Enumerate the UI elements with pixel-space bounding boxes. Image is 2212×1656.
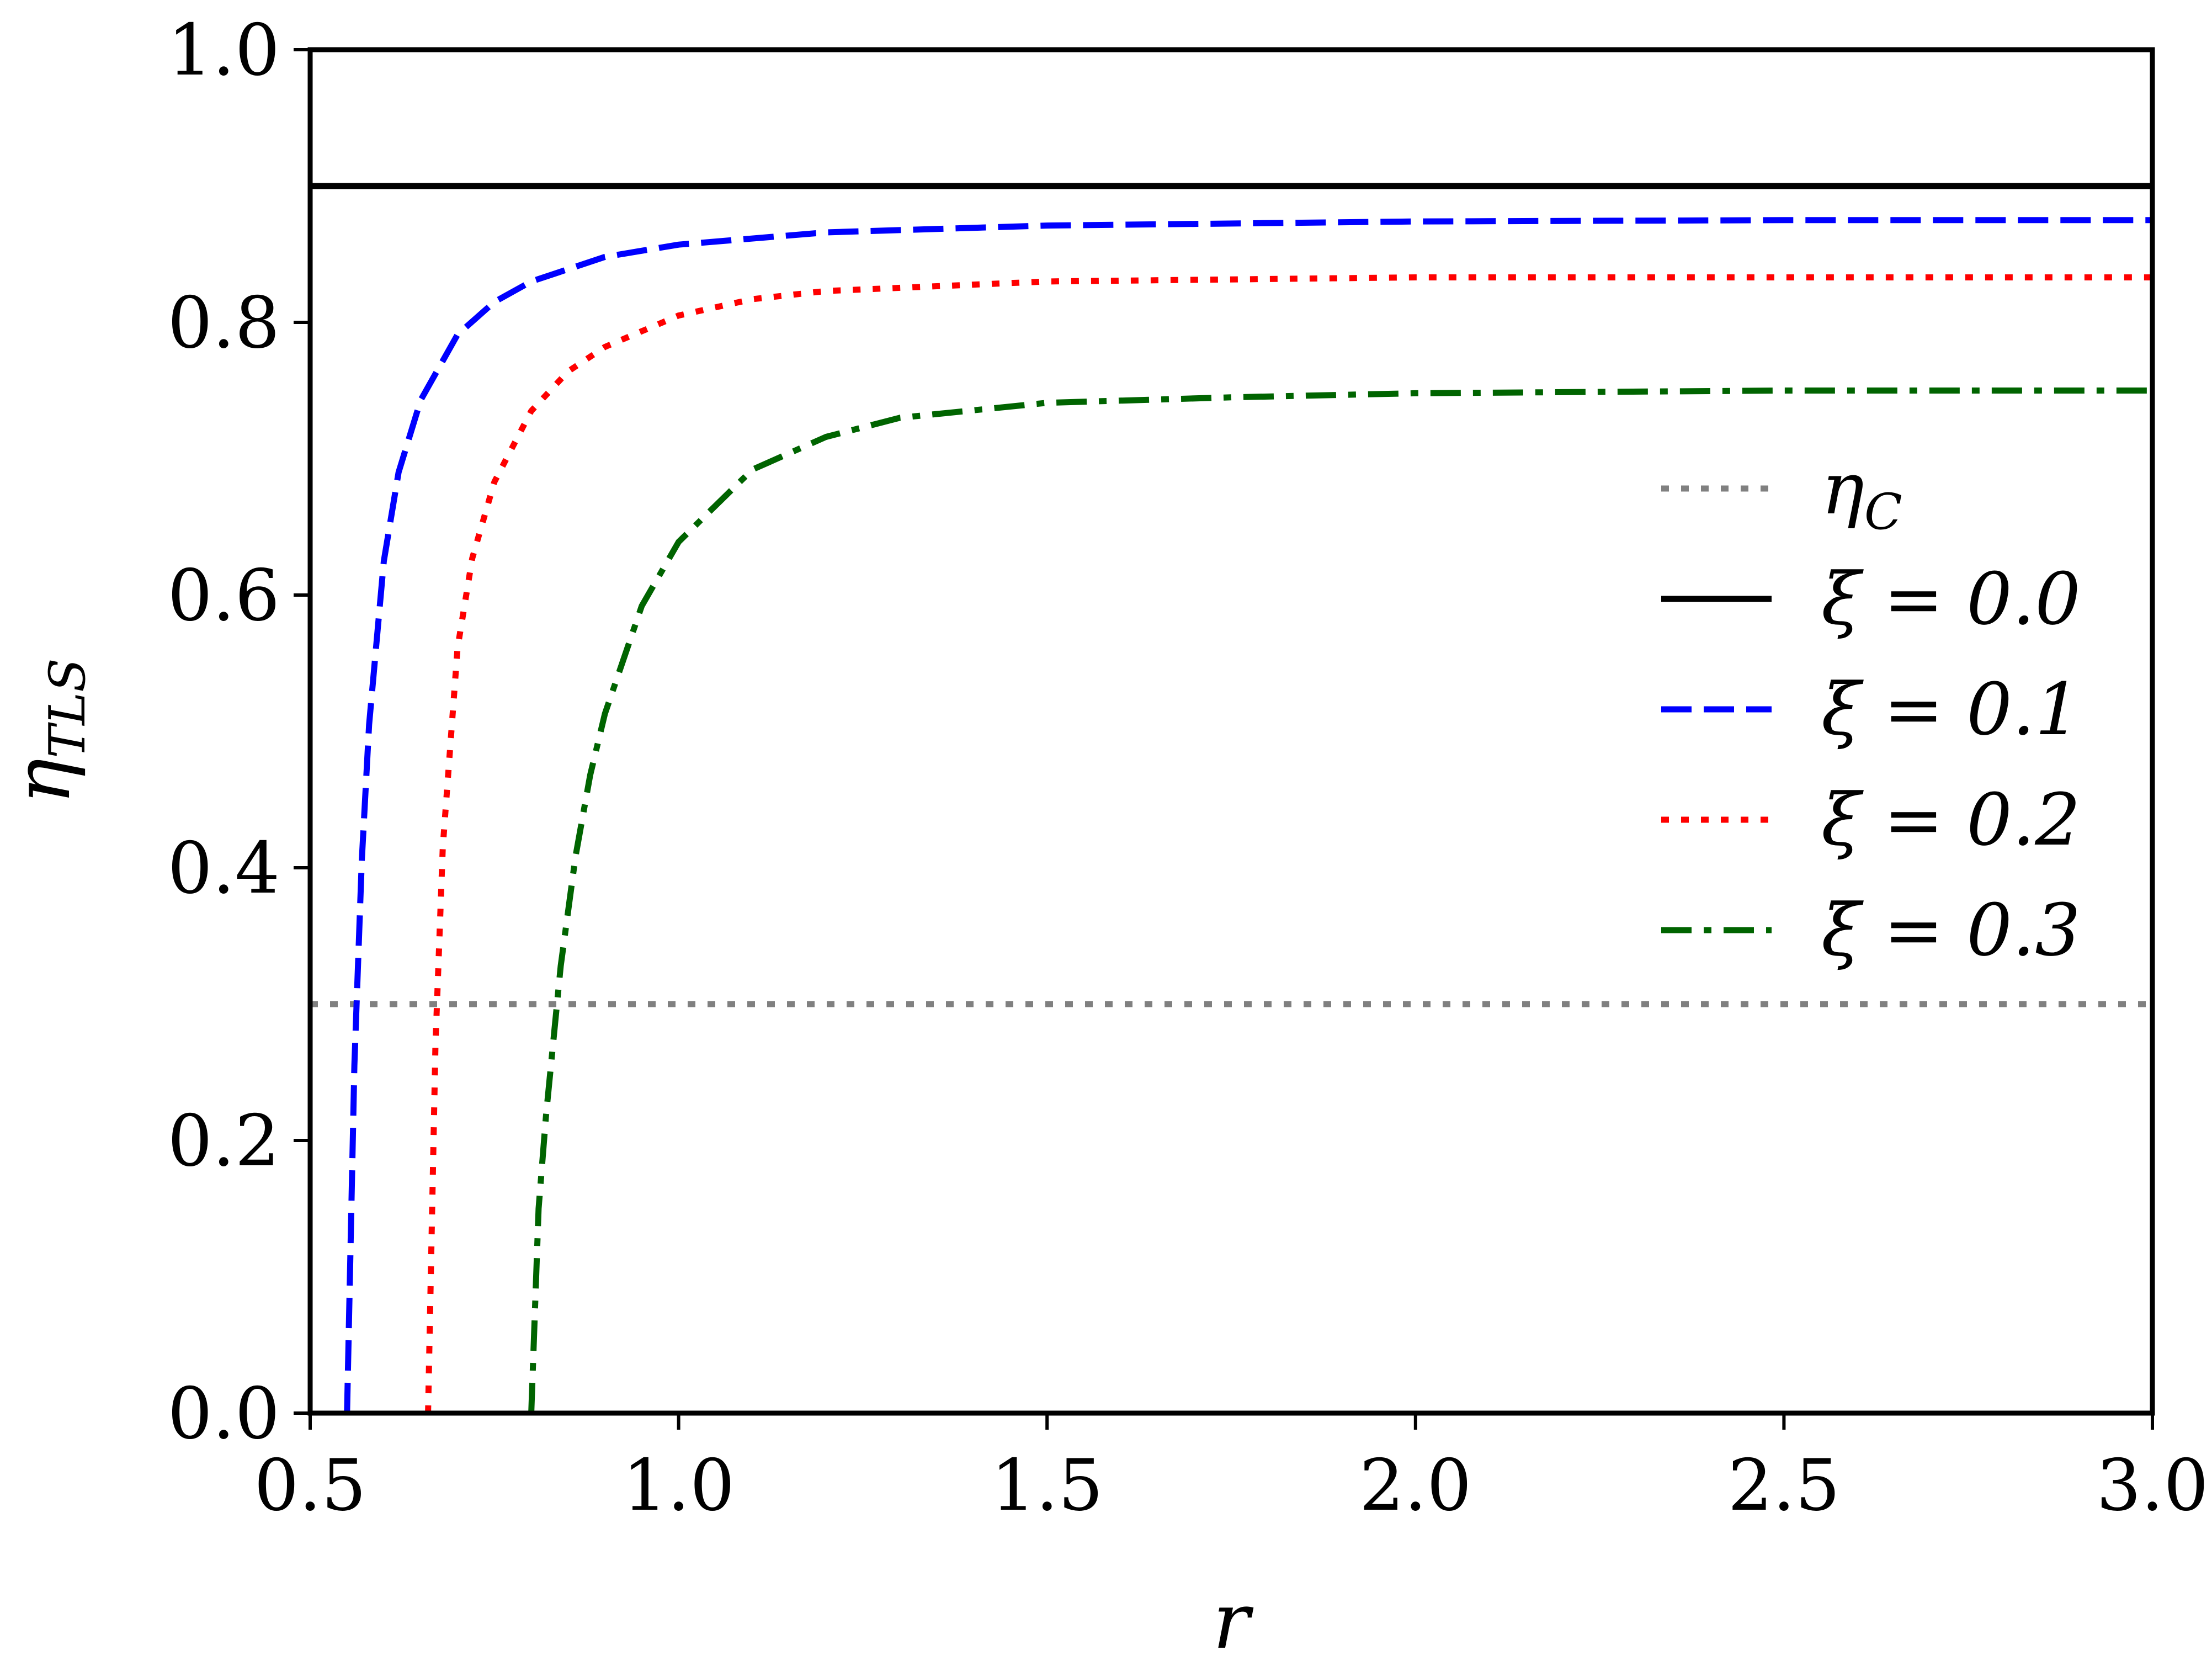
y-tick-label: 0.8	[167, 282, 280, 364]
y-axis-label: ηTLS	[0, 658, 97, 804]
y-tick-label: 0.0	[167, 1373, 280, 1455]
series-line-2	[344, 217, 2152, 1413]
y-tick-label: 0.6	[167, 555, 280, 637]
x-axis-label: r	[1213, 1577, 1254, 1656]
y-tick-label: 1.0	[167, 9, 280, 92]
legend-label-1: ξ = 0.0	[1821, 557, 2081, 641]
x-tick-label: 1.0	[623, 1445, 735, 1527]
plot-frame	[307, 47, 2155, 1416]
series-layer	[310, 183, 2152, 1413]
legend-label-2: ξ = 0.1	[1821, 667, 2081, 751]
x-tick-label: 2.0	[1359, 1445, 1472, 1527]
legend: ηC ξ = 0.0 ξ = 0.1 ξ = 0.2 ξ = 0.3	[1661, 447, 2081, 972]
x-tick-label: 3.0	[2096, 1445, 2209, 1527]
y-axis-ticks: 0.0 0.2 0.4 0.6 0.8 1.0	[167, 9, 310, 1455]
legend-label-3: ξ = 0.2	[1821, 778, 2081, 862]
series-line-3	[425, 274, 2152, 1413]
x-tick-label: 2.5	[1728, 1445, 1841, 1527]
y-tick-label: 0.2	[167, 1100, 280, 1182]
legend-label-4: ξ = 0.3	[1821, 888, 2081, 972]
x-axis-ticks: 0.5 1.0 1.5 2.0 2.5 3.0	[254, 1413, 2209, 1527]
x-tick-label: 1.5	[991, 1445, 1103, 1527]
legend-label-0: ηC	[1821, 447, 1902, 541]
series-line-4	[528, 388, 2152, 1413]
y-tick-label: 0.4	[167, 827, 280, 910]
x-tick-label: 0.5	[254, 1445, 366, 1527]
